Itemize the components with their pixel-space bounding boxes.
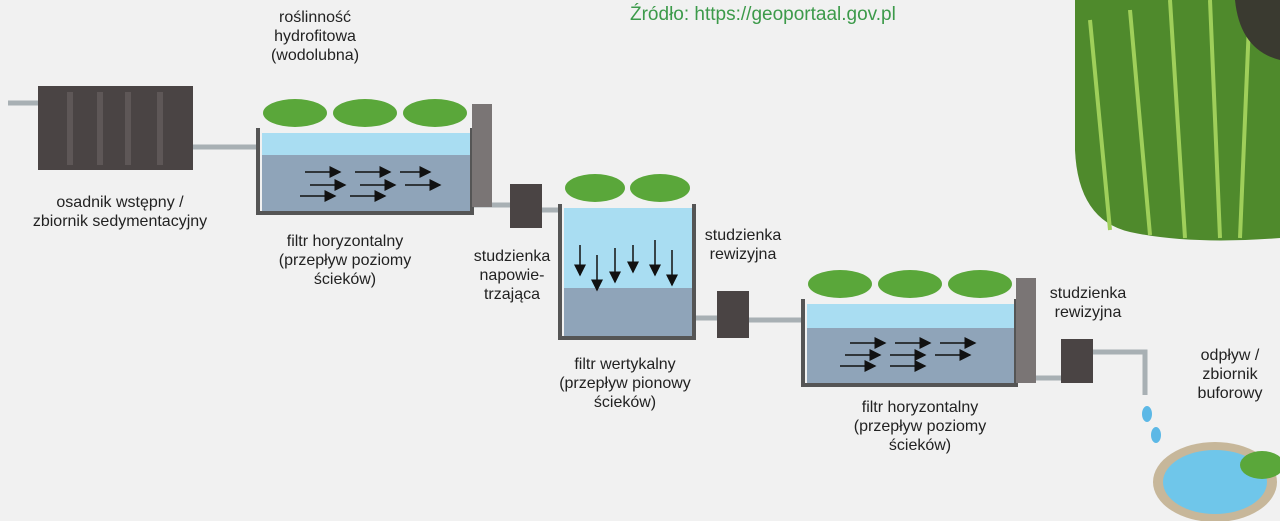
label-line: napowie-: [479, 267, 545, 284]
aeration-well: [510, 184, 542, 228]
source: Źródło: https://geoportaal.gov.pl: [630, 4, 896, 25]
label-line: rewizyjna: [1054, 304, 1122, 321]
label-line: osadnik wstępny /: [56, 194, 184, 211]
label-line: studzienka: [704, 227, 782, 244]
label-line: filtr horyzontalny: [286, 233, 404, 250]
label-line: hydrofitowa: [274, 28, 356, 45]
label-line: (przepływ poziomy: [278, 252, 412, 269]
label-line: (przepływ pionowy: [559, 375, 691, 392]
label: odpływ / zbiornik buforowy: [1198, 346, 1263, 403]
label-line: ścieków): [888, 437, 952, 454]
label-line: rewizyjna: [709, 246, 777, 263]
label: roślinność hydrofitowa (wodolubna): [271, 8, 359, 65]
pond: [1153, 442, 1280, 521]
inspection-well-2: [1061, 339, 1093, 383]
label: studzienka rewizyjna: [705, 226, 782, 264]
label: studzienka napowie-trzająca: [474, 247, 551, 304]
horizontal-filter-1: [256, 99, 492, 215]
label: filtr wertykalny (przepływ pionowy ścieków…: [559, 355, 691, 412]
label-line: odpływ /: [1200, 347, 1260, 364]
label-line: studzienka: [473, 248, 551, 265]
sediment-tank: [38, 86, 193, 170]
label-line: ścieków): [313, 271, 377, 288]
label-line: buforowy: [1197, 385, 1263, 402]
label-line: studzienka: [1049, 285, 1127, 302]
label: osadnik wstępny / zbiornik sedymentacyjny: [33, 193, 207, 231]
label-line: ścieków): [593, 394, 657, 411]
label-line: roślinność: [278, 9, 352, 26]
label-line: filtr horyzontalny: [861, 399, 979, 416]
photo: [1075, 0, 1280, 241]
label-line: trzająca: [483, 286, 541, 303]
inspection-well-1: [717, 291, 749, 338]
vertical-filter: [558, 174, 696, 340]
horizontal-filter-2: [801, 270, 1036, 387]
label-line: filtr wertykalny: [574, 356, 676, 373]
label: studzienka rewizyjna: [1050, 284, 1127, 322]
label-line: (przepływ poziomy: [853, 418, 987, 435]
label-line: (wodolubna): [270, 47, 360, 64]
label: filtr horyzontalny (przepływ poziomy ściek…: [854, 398, 986, 455]
drops: [1142, 406, 1161, 443]
label-line: zbiornik: [1202, 366, 1258, 383]
label-line: zbiornik sedymentacyjny: [32, 213, 208, 230]
label: filtr horyzontalny (przepływ poziomy ściek…: [279, 232, 411, 289]
